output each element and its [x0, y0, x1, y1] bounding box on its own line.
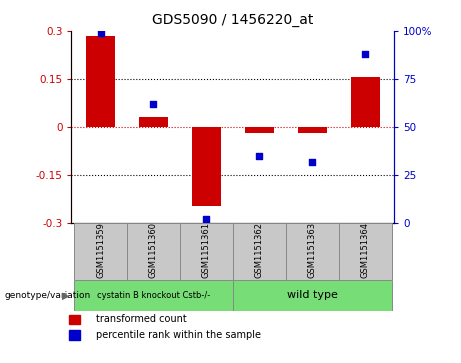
- Bar: [86, 36, 115, 127]
- Bar: [127, 223, 180, 280]
- Text: percentile rank within the sample: percentile rank within the sample: [96, 330, 261, 340]
- Text: genotype/variation: genotype/variation: [5, 291, 91, 300]
- Text: GSM1151360: GSM1151360: [149, 222, 158, 278]
- Bar: [233, 223, 286, 280]
- Bar: [286, 223, 339, 280]
- Text: GSM1151361: GSM1151361: [202, 222, 211, 278]
- Bar: [180, 223, 233, 280]
- Text: GSM1151364: GSM1151364: [361, 222, 370, 278]
- Text: GSM1151362: GSM1151362: [255, 222, 264, 278]
- Text: ▶: ▶: [62, 290, 69, 301]
- Point: [203, 216, 210, 222]
- Bar: [74, 280, 233, 311]
- Bar: [350, 77, 379, 127]
- Text: cystatin B knockout Cstb-/-: cystatin B knockout Cstb-/-: [97, 291, 210, 300]
- Point: [150, 101, 157, 107]
- Bar: [339, 223, 391, 280]
- Point: [361, 51, 369, 57]
- Bar: [74, 223, 127, 280]
- Title: GDS5090 / 1456220_at: GDS5090 / 1456220_at: [152, 13, 313, 27]
- Text: GSM1151363: GSM1151363: [307, 222, 317, 278]
- Point: [308, 159, 316, 164]
- Bar: [233, 280, 391, 311]
- Bar: [245, 127, 274, 134]
- Bar: [69, 330, 80, 340]
- Bar: [139, 118, 168, 127]
- Point: [97, 30, 104, 36]
- Bar: [298, 127, 327, 134]
- Point: [255, 153, 263, 159]
- Text: transformed count: transformed count: [96, 314, 187, 325]
- Text: wild type: wild type: [287, 290, 337, 301]
- Bar: [192, 127, 221, 205]
- Bar: [69, 314, 80, 325]
- Text: GSM1151359: GSM1151359: [96, 222, 105, 278]
